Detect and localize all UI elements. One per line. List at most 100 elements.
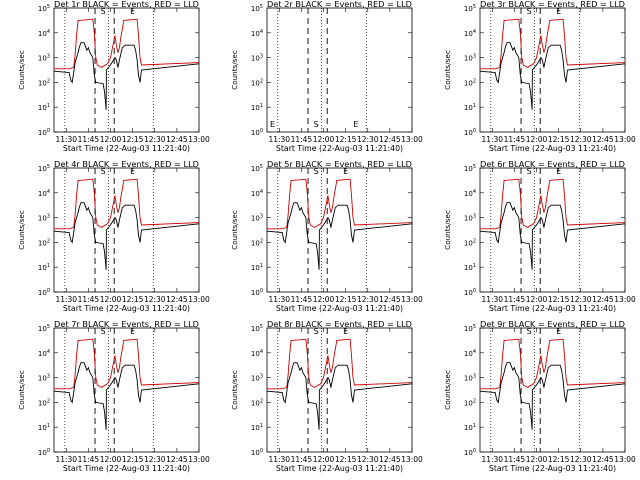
- y-tick-label: 104: [38, 349, 50, 358]
- x-tick-label: 11:30: [55, 455, 77, 464]
- x-tick-label: 12:00: [100, 455, 122, 464]
- flag-label: E: [556, 167, 561, 176]
- flag-label: S: [314, 120, 319, 129]
- y-tick-label: 103: [251, 54, 263, 63]
- x-tick-label: 12:15: [335, 455, 357, 464]
- plot-frame: [53, 7, 200, 133]
- x-axis-label: Start Time (22-Aug-03 11:21:40): [63, 144, 190, 153]
- series-line-black: [266, 202, 413, 270]
- y-tick-label: 100: [251, 448, 263, 457]
- series-line-black: [479, 362, 626, 430]
- x-tick-label: 12:15: [122, 295, 144, 304]
- y-tick-label: 100: [251, 288, 263, 297]
- flag-label: S: [101, 7, 106, 16]
- y-tick-label: 102: [464, 238, 476, 247]
- y-tick-label: 102: [251, 398, 263, 407]
- x-tick-label: 13:00: [401, 135, 423, 144]
- y-tick-label: 103: [464, 54, 476, 63]
- flag-label: E: [130, 327, 135, 336]
- x-tick-label: 11:30: [268, 135, 290, 144]
- x-tick-label: 12:45: [592, 135, 614, 144]
- x-tick-label: 11:30: [481, 295, 503, 304]
- y-tick-label: 100: [464, 288, 476, 297]
- x-tick-label: 13:00: [401, 295, 423, 304]
- y-tick-label: 101: [38, 103, 50, 112]
- chart-panel-6: Det 6r BLACK = Events, RED = LLD 100 101 10…: [443, 159, 636, 313]
- x-tick-label: 12:30: [144, 455, 166, 464]
- x-tick-label: 12:30: [570, 135, 592, 144]
- flag-label: S: [527, 7, 532, 16]
- y-tick-label: 105: [38, 4, 50, 13]
- x-tick-label: 12:15: [548, 455, 570, 464]
- flag-label: E: [343, 327, 348, 336]
- flag-label: E: [343, 167, 348, 176]
- x-axis-label: Start Time (22-Aug-03 11:21:40): [276, 304, 403, 313]
- x-tick-label: 11:45: [504, 295, 526, 304]
- y-tick-label: 103: [38, 54, 50, 63]
- x-tick-label: 12:15: [122, 135, 144, 144]
- x-tick-label: 12:30: [570, 455, 592, 464]
- y-tick-label: 104: [251, 189, 263, 198]
- x-tick-label: 11:30: [481, 455, 503, 464]
- y-tick-label: 102: [251, 238, 263, 247]
- chart-panel-3: Det 3r BLACK = Events, RED = LLD 100 101 10…: [443, 0, 636, 153]
- x-axis-label: Start Time (22-Aug-03 11:21:40): [489, 144, 616, 153]
- chart-title: Det 8r BLACK = Events, RED = LLD: [267, 319, 412, 329]
- x-tick-label: 12:45: [592, 295, 614, 304]
- y-tick-label: 105: [464, 164, 476, 173]
- flag-label: S: [527, 167, 532, 176]
- x-tick-label: 12:15: [548, 135, 570, 144]
- plot-frame: [479, 7, 626, 133]
- y-tick-label: 104: [251, 349, 263, 358]
- y-tick-label: 102: [464, 78, 476, 87]
- x-axis-label: Start Time (22-Aug-03 11:21:40): [63, 464, 190, 473]
- x-tick-label: 11:45: [504, 455, 526, 464]
- y-tick-label: 101: [251, 263, 263, 272]
- chart-panel-7: Det 7r BLACK = Events, RED = LLD 100 101 10…: [17, 319, 210, 473]
- x-tick-label: 11:30: [55, 135, 77, 144]
- y-tick-label: 104: [38, 189, 50, 198]
- series-line-red: [267, 338, 413, 390]
- x-tick-label: 12:30: [144, 135, 166, 144]
- y-tick-label: 105: [251, 324, 263, 333]
- y-tick-label: 103: [464, 374, 476, 383]
- chart-panel-9: Det 9r BLACK = Events, RED = LLD 100 101 10…: [443, 319, 636, 473]
- series-line-red: [267, 178, 413, 230]
- plot-frame: [266, 167, 413, 293]
- chart-title: Det 9r BLACK = Events, RED = LLD: [480, 319, 625, 329]
- y-axis-label: Counts/sec: [17, 50, 26, 90]
- x-tick-label: 12:45: [592, 455, 614, 464]
- x-tick-label: 12:45: [379, 135, 401, 144]
- flag-label: S: [101, 167, 106, 176]
- x-tick-label: 12:30: [357, 135, 379, 144]
- x-tick-label: 12:00: [100, 295, 122, 304]
- x-tick-label: 12:00: [313, 295, 335, 304]
- y-tick-label: 100: [251, 128, 263, 137]
- x-axis-label: Start Time (22-Aug-03 11:21:40): [489, 304, 616, 313]
- x-axis-label: Start Time (22-Aug-03 11:21:40): [276, 464, 403, 473]
- x-tick-label: 12:15: [335, 295, 357, 304]
- chart-title: Det 1r BLACK = Events, RED = LLD: [54, 0, 199, 9]
- x-tick-label: 12:00: [313, 135, 335, 144]
- x-tick-label: 12:15: [548, 295, 570, 304]
- x-tick-label: 13:00: [614, 135, 636, 144]
- flag-label: S: [314, 167, 319, 176]
- y-tick-label: 105: [251, 164, 263, 173]
- chart-title: Det 3r BLACK = Events, RED = LLD: [480, 0, 625, 9]
- x-tick-label: 13:00: [188, 295, 210, 304]
- flag-label: E: [130, 167, 135, 176]
- chart-panel-5: Det 5r BLACK = Events, RED = LLD 100 101 10…: [230, 159, 423, 313]
- x-tick-label: 11:30: [55, 295, 77, 304]
- x-tick-label: 12:00: [526, 135, 548, 144]
- flag-label: S: [527, 327, 532, 336]
- x-tick-label: 11:45: [78, 455, 100, 464]
- y-axis-label: Counts/sec: [230, 210, 239, 250]
- series-line-red: [480, 338, 626, 390]
- y-tick-label: 103: [38, 214, 50, 223]
- y-tick-label: 100: [38, 448, 50, 457]
- plot-frame: [266, 327, 413, 453]
- series-line-red: [54, 338, 200, 390]
- y-axis-label: Counts/sec: [443, 210, 452, 250]
- series-line-black: [53, 362, 200, 430]
- x-tick-label: 12:30: [570, 295, 592, 304]
